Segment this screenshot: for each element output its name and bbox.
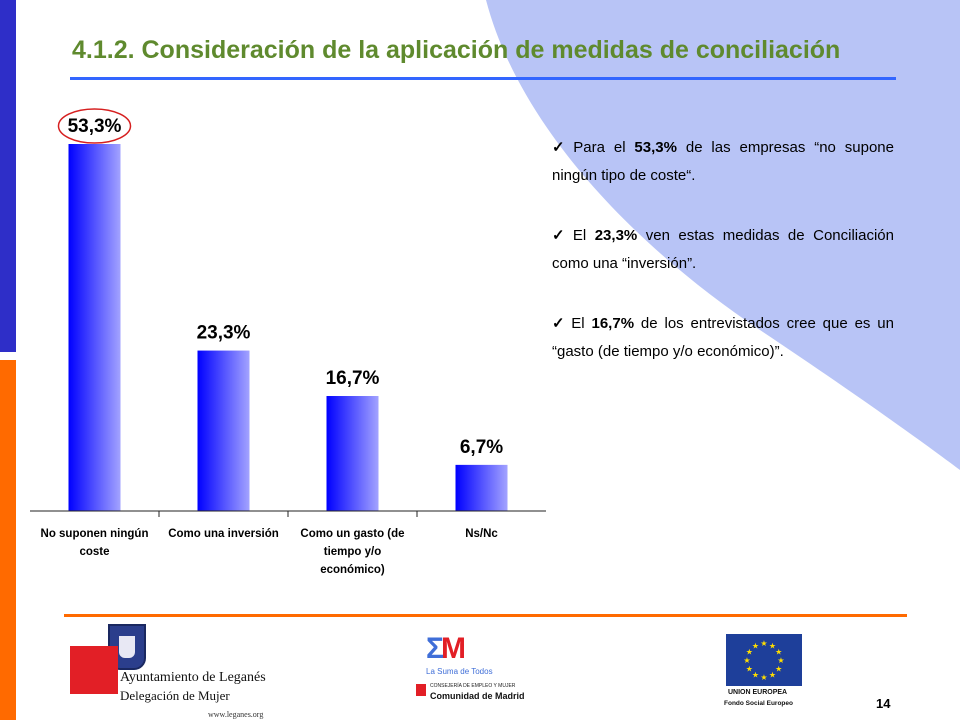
star-icon: ★: [760, 673, 767, 682]
check-icon: ✓: [552, 139, 570, 156]
category-label: Como un gasto (de tiempo y/o económico): [300, 528, 404, 576]
eu-logo: ★ ★ ★ ★ ★ ★ ★ ★ ★ ★ ★ ★ UNION EUROPEA Fondo Social …: [724, 634, 810, 714]
page-number: 14: [876, 696, 891, 711]
bar-data-label: 53,3%: [68, 116, 122, 137]
leganes-logo: Ayuntamiento de Leganés Delegación de Mu…: [70, 622, 280, 720]
check-icon: ✓: [552, 315, 568, 332]
star-icon: ★: [746, 665, 753, 674]
bar-data-label: 23,3%: [197, 323, 251, 344]
bar-4: [455, 464, 508, 511]
eu-logo-name: UNION EUROPEA: [728, 689, 788, 696]
highlight-ring: [57, 108, 132, 144]
star-icon: ★: [769, 641, 776, 650]
check-icon: ✓: [552, 227, 569, 244]
madrid-logo-department: CONSEJERÍA DE EMPLEO Y MUJER: [430, 683, 516, 689]
madrid-logo-name: Comunidad de Madrid: [430, 691, 525, 701]
eu-flag-icon: ★ ★★★★★★★★★★★: [726, 634, 802, 686]
sidebar-accent-blue: [0, 0, 16, 352]
madrid-logo: ΣM La Suma de Todos CONSEJERÍA DE EMPLEO…: [414, 628, 525, 710]
star-icon: ★: [775, 665, 782, 674]
bar-2: [197, 350, 250, 511]
finding-text: ven estas medidas de Conciliación como u…: [552, 227, 894, 272]
category-label: Ns/Nc: [465, 528, 498, 540]
finding-text: El: [571, 315, 592, 332]
star-icon: ★: [769, 671, 776, 680]
star-icon: ★: [775, 648, 782, 657]
finding-value: 53,3%: [634, 139, 677, 156]
category-label: Como una inversión: [168, 528, 279, 540]
finding-text: El: [572, 227, 595, 244]
bar-1: [68, 144, 121, 511]
bar-data-label: 16,7%: [326, 368, 380, 389]
madrid-logo-tagline: La Suma de Todos: [426, 667, 493, 676]
star-icon: ★: [777, 656, 784, 665]
finding-item: ✓ El 23,3% ven estas medidas de Conciliac…: [552, 222, 894, 278]
bar-data-label: 6,7%: [460, 437, 503, 458]
star-icon: ★: [752, 641, 759, 650]
madrid-mark-icon: ΣM: [426, 632, 466, 665]
leganes-logo-subtitle: Delegación de Mujer: [120, 688, 230, 703]
findings-list: ✓ Para el 53,3% de las empresas “no supon…: [552, 134, 894, 366]
finding-value: 23,3%: [594, 227, 638, 244]
title-underline: [70, 77, 896, 80]
finding-text: Para el: [573, 139, 635, 156]
category-label: No suponen ningún coste: [41, 528, 149, 558]
red-square-mark: [70, 646, 118, 694]
star-icon: ★: [743, 656, 750, 665]
sidebar-accent-orange: [0, 360, 16, 720]
bar-chart: 53,3% 23,3% 16,7% 6,7% No suponen ningún cos…: [30, 108, 546, 576]
finding-value: 16,7%: [591, 315, 635, 332]
star-icon: ★: [760, 639, 767, 648]
star-icon: ★: [746, 648, 753, 657]
page-title: 4.1.2. Consideración de la aplicación de…: [72, 36, 841, 64]
leganes-logo-web: www.leganes.org: [208, 710, 264, 719]
finding-item: ✓ Para el 53,3% de las empresas “no supon…: [552, 134, 894, 190]
bar-3: [326, 396, 379, 511]
footer-divider: [64, 614, 907, 617]
leganes-logo-title: Ayuntamiento de Leganés: [120, 670, 266, 685]
star-icon: ★: [752, 671, 759, 680]
eu-logo-fund: Fondo Social Europeo: [724, 700, 793, 707]
finding-text: de las empresas “no supone ningún tipo d…: [552, 139, 894, 184]
madrid-flag-icon: [416, 684, 426, 696]
finding-item: ✓ El 16,7% de los entrevistados cree que …: [552, 310, 894, 366]
finding-text: de los entrevistados cree que es un “gas…: [552, 315, 894, 360]
